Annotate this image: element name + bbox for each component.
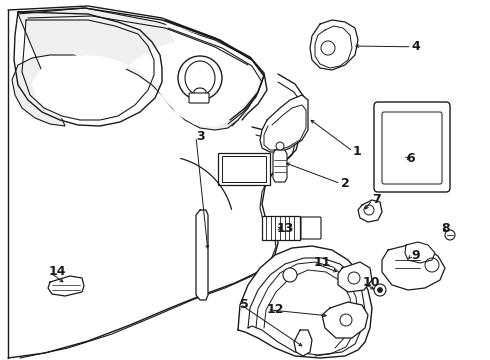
Polygon shape (260, 95, 308, 152)
Text: 14: 14 (49, 265, 67, 278)
Bar (218, 153, 270, 185)
Polygon shape (322, 302, 368, 338)
Polygon shape (310, 20, 358, 70)
Circle shape (283, 268, 297, 282)
Text: 3: 3 (196, 130, 205, 143)
Text: 8: 8 (441, 222, 450, 235)
Text: 11: 11 (314, 256, 331, 269)
Polygon shape (338, 262, 372, 292)
FancyBboxPatch shape (189, 93, 209, 103)
Text: 2: 2 (341, 177, 349, 190)
Polygon shape (405, 242, 435, 263)
Circle shape (377, 288, 383, 292)
Bar (262, 216, 300, 240)
Circle shape (276, 142, 284, 150)
Circle shape (364, 205, 374, 215)
FancyBboxPatch shape (374, 102, 450, 192)
Text: 5: 5 (240, 298, 249, 311)
FancyBboxPatch shape (382, 112, 442, 184)
Circle shape (425, 258, 439, 272)
Polygon shape (382, 245, 445, 290)
Polygon shape (32, 22, 262, 127)
Circle shape (348, 272, 360, 284)
FancyBboxPatch shape (301, 217, 321, 239)
Circle shape (374, 284, 386, 296)
Text: 13: 13 (277, 222, 294, 235)
Polygon shape (358, 200, 382, 222)
Circle shape (340, 314, 352, 326)
Polygon shape (273, 150, 287, 182)
Polygon shape (196, 210, 208, 300)
Polygon shape (12, 8, 264, 130)
Bar (222, 156, 266, 182)
Circle shape (445, 230, 455, 240)
Ellipse shape (185, 61, 215, 95)
Text: 4: 4 (412, 40, 420, 53)
Ellipse shape (194, 88, 206, 96)
Circle shape (321, 41, 335, 55)
Text: 1: 1 (353, 145, 362, 158)
Polygon shape (8, 6, 305, 358)
Polygon shape (238, 246, 372, 358)
Text: 12: 12 (267, 303, 285, 316)
Text: 10: 10 (363, 276, 380, 289)
Text: 9: 9 (412, 249, 420, 262)
Text: 6: 6 (407, 152, 416, 165)
Circle shape (178, 56, 222, 100)
Polygon shape (294, 330, 312, 356)
Polygon shape (48, 276, 84, 296)
Text: 7: 7 (372, 193, 381, 206)
